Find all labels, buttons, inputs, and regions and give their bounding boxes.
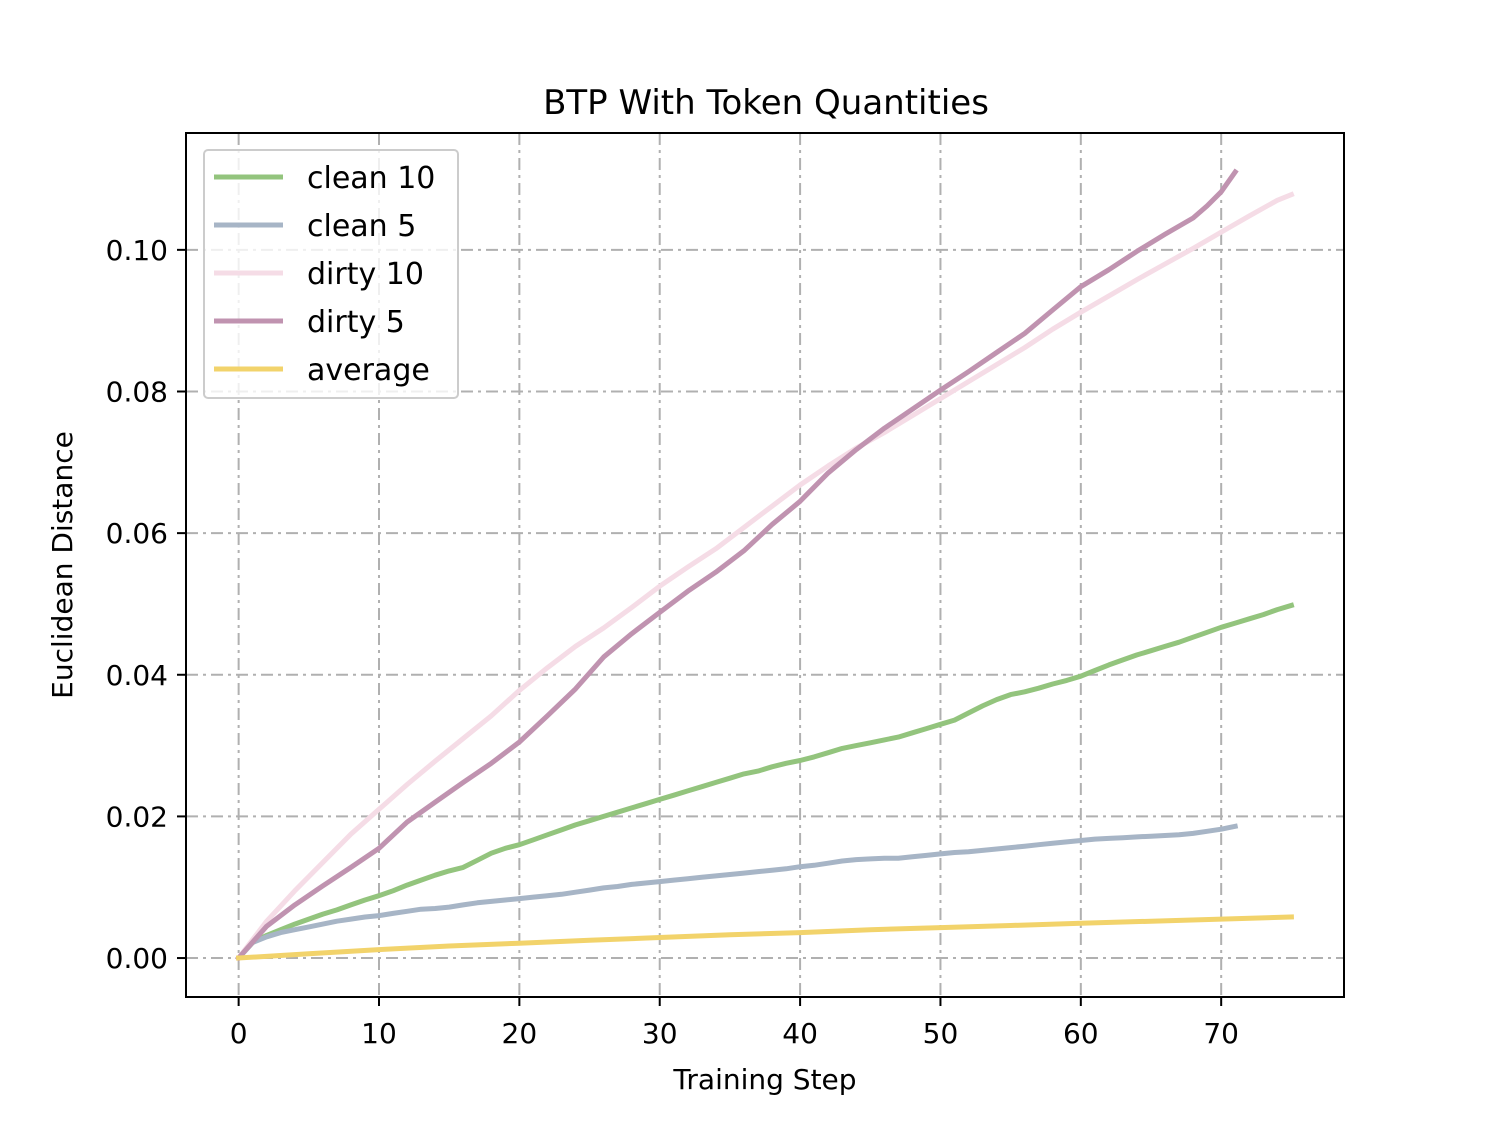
series-line-dirty-5 bbox=[235, 168, 1239, 962]
y-axis-label: Euclidean Distance bbox=[46, 431, 79, 699]
y-tick-label: 0.08 bbox=[106, 375, 168, 408]
x-axis-label: Training Step bbox=[672, 1063, 856, 1096]
x-tick-label: 0 bbox=[230, 1017, 248, 1050]
x-tick-label: 30 bbox=[642, 1017, 678, 1050]
legend-label-clean-5: clean 5 bbox=[307, 209, 416, 244]
legend-label-dirty-5: dirty 5 bbox=[307, 305, 405, 340]
legend: clean 10 clean 5 dirty 10 dirty 5 average bbox=[203, 149, 459, 399]
plot-frame bbox=[185, 132, 1345, 998]
x-tick-label: 10 bbox=[361, 1017, 397, 1050]
x-tick-label: 50 bbox=[923, 1017, 959, 1050]
y-tick-label: 0.10 bbox=[106, 234, 168, 267]
x-tick-label: 20 bbox=[502, 1017, 538, 1050]
legend-label-dirty-10: dirty 10 bbox=[307, 257, 424, 292]
y-tick-label: 0.00 bbox=[106, 942, 168, 975]
legend-label-average: average bbox=[307, 353, 430, 388]
legend-box bbox=[203, 149, 459, 399]
x-tick-label: 40 bbox=[782, 1017, 818, 1050]
chart-title: BTP With Token Quantities bbox=[543, 83, 989, 123]
series-line-clean-5 bbox=[235, 823, 1239, 962]
y-tick-label: 0.02 bbox=[106, 800, 168, 833]
series-line-average bbox=[235, 914, 1294, 961]
x-tick-label: 60 bbox=[1063, 1017, 1099, 1050]
axis-ticks: 0 10 20 30 40 50 60 70 0.00 0.02 0.04 0.06 0.08 0.10 bbox=[106, 234, 1239, 1050]
series-line-dirty-10 bbox=[235, 191, 1295, 962]
y-tick-label: 0.06 bbox=[106, 517, 168, 550]
y-tick-label: 0.04 bbox=[106, 659, 168, 692]
x-tick-label: 70 bbox=[1203, 1017, 1239, 1050]
legend-label-clean-10: clean 10 bbox=[307, 161, 435, 196]
series-lines bbox=[235, 168, 1295, 962]
series-line-clean-10 bbox=[235, 602, 1295, 962]
